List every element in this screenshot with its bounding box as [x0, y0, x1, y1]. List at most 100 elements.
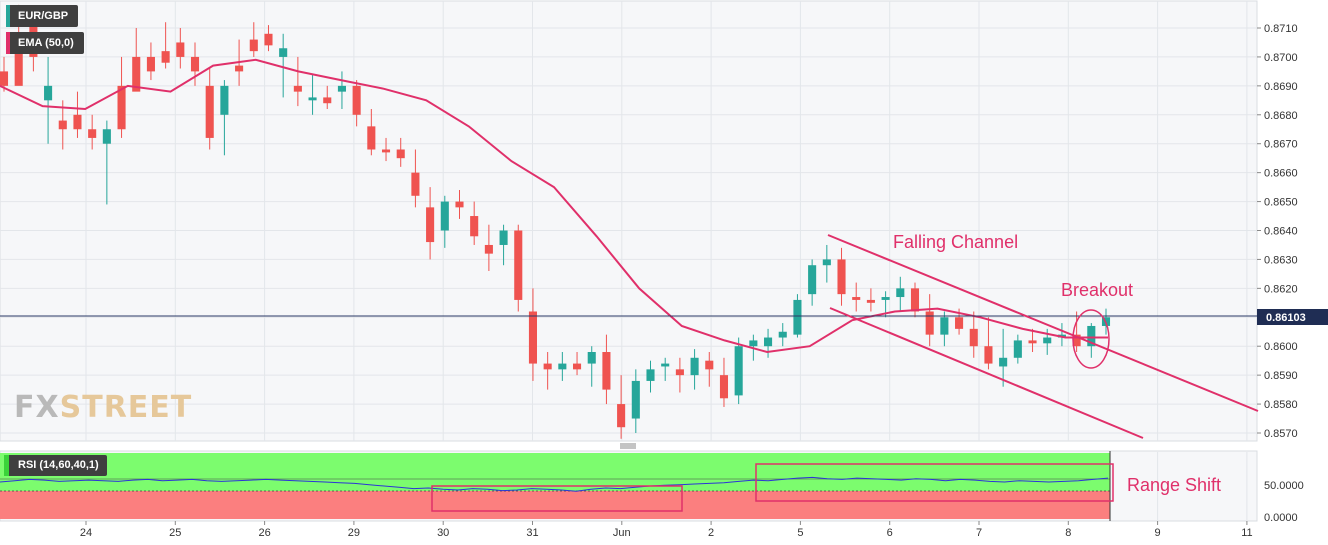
rsi-tick-0: 0.0000	[1264, 512, 1298, 524]
candle-body	[910, 288, 920, 312]
candle-body	[852, 297, 861, 300]
price-tick-label: 0.8680	[1264, 110, 1298, 122]
price-tick-label: 0.8590	[1264, 370, 1298, 382]
candle-body	[235, 65, 244, 72]
candle-body	[411, 172, 420, 196]
last-price-badge	[1257, 309, 1328, 325]
last-price-label: 0.86103	[1266, 312, 1306, 324]
candle-body	[793, 299, 802, 335]
time-tick-label: 25	[169, 527, 181, 539]
breakout-circle	[1072, 309, 1110, 369]
candle-body	[572, 363, 582, 370]
time-tick-label: 30	[437, 527, 449, 539]
price-tick-label: 0.8600	[1264, 341, 1298, 353]
fxstreet-logo: FXSTREET	[14, 390, 192, 425]
candle-body	[484, 244, 493, 254]
candle-body	[102, 129, 111, 144]
candle-body	[323, 97, 332, 104]
ema-tag[interactable]: EMA (50,0)	[6, 32, 84, 54]
candle-body	[675, 369, 684, 376]
candle-body	[719, 375, 729, 399]
rsi-bullish-zone	[0, 453, 1110, 491]
range-box-bullish	[755, 463, 1114, 502]
candle-body	[925, 311, 934, 335]
ema-label: EMA (50,0)	[18, 37, 74, 49]
time-tick-label: 26	[258, 527, 270, 539]
candle-body	[161, 51, 170, 63]
candle-body	[528, 311, 538, 364]
candle-body	[44, 85, 53, 101]
candle-body	[205, 85, 214, 138]
time-tick-label: Jun	[613, 527, 631, 539]
time-axis: 24 25 26 29 30 31 Jun 2 5 6 7 8 9 11	[80, 521, 1253, 539]
price-tick-label: 0.8630	[1264, 254, 1298, 266]
candle-body	[617, 404, 626, 428]
candle-body	[999, 357, 1008, 367]
time-tick-label: 11	[1241, 527, 1252, 539]
symbol-label: EUR/GBP	[18, 10, 69, 22]
range-box-bearish	[431, 485, 683, 512]
channel-lower-line	[829, 307, 1144, 439]
price-tick-label: 0.8700	[1264, 52, 1298, 64]
candle-body	[220, 85, 229, 115]
candle-body	[778, 331, 787, 338]
channel-upper-line	[827, 234, 1259, 412]
time-tick-label: 24	[80, 527, 92, 539]
time-tick-label: 8	[1065, 527, 1071, 539]
candle-body	[734, 346, 743, 396]
candle-body	[58, 120, 67, 130]
candle-body	[881, 297, 890, 300]
time-tick-label: 5	[797, 527, 803, 539]
candle-body	[264, 33, 273, 46]
candle-body	[837, 259, 846, 295]
rsi-grid	[1157, 452, 1248, 520]
candle-body	[1043, 337, 1052, 344]
candle-body	[14, 42, 23, 86]
time-tick-label: 6	[887, 527, 893, 539]
candle-body	[543, 363, 552, 370]
candle-body	[73, 114, 82, 130]
candle-body	[808, 265, 817, 295]
time-tick-label: 7	[976, 527, 982, 539]
candle-body	[690, 357, 699, 376]
candle-body	[176, 42, 185, 57]
candle-body	[0, 71, 9, 86]
candle-body	[764, 337, 773, 347]
candle-body	[822, 259, 831, 266]
candle-body	[940, 317, 949, 335]
candle-body	[279, 48, 288, 57]
candle-body	[470, 216, 479, 237]
price-axis: 0.8710 0.8700 0.8690 0.8680 0.8670 0.8660 0.86…	[1257, 23, 1298, 440]
price-tick-label: 0.8580	[1264, 399, 1298, 411]
candle-body	[117, 85, 126, 130]
candle-body	[969, 328, 978, 347]
candle-body	[1072, 334, 1081, 347]
time-tick-label: 9	[1155, 527, 1161, 539]
price-tick-label: 0.8670	[1264, 139, 1298, 151]
symbol-tag[interactable]: EUR/GBP	[6, 5, 79, 27]
candle-body	[249, 39, 258, 52]
candle-body	[514, 230, 523, 300]
candle-body	[631, 380, 640, 419]
time-tick-label: 2	[708, 527, 714, 539]
candle-body	[984, 346, 993, 364]
candle-body	[396, 149, 405, 159]
price-tick-label: 0.8620	[1264, 283, 1298, 295]
candle-body	[1087, 325, 1096, 347]
candle-body	[749, 340, 758, 347]
rsi-tag[interactable]: RSI (14,60,40,1)	[4, 455, 107, 476]
price-tick-label: 0.8660	[1264, 168, 1298, 180]
rsi-line	[0, 476, 1109, 492]
candle-body	[367, 126, 376, 150]
candle-body	[955, 317, 964, 329]
candle-body	[146, 56, 155, 72]
time-tick-label: 29	[348, 527, 360, 539]
price-tick-label: 0.8690	[1264, 81, 1298, 93]
candle-body	[337, 85, 346, 92]
candle-body	[381, 149, 391, 153]
candle-body	[602, 352, 611, 390]
candle-body	[896, 288, 905, 298]
candle-body	[308, 97, 317, 101]
rsi-bearish-zone	[0, 491, 1110, 519]
